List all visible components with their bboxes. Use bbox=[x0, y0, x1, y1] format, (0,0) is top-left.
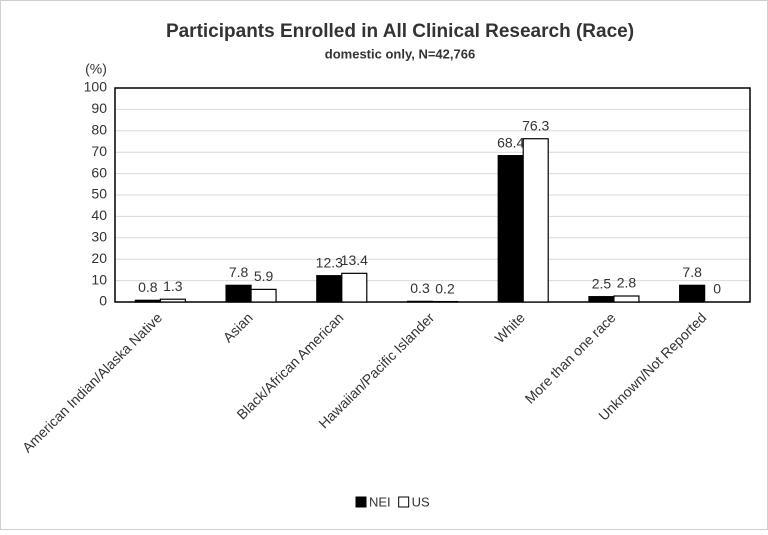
legend-swatch bbox=[399, 497, 409, 507]
bar bbox=[251, 289, 276, 302]
y-tick-label: 40 bbox=[91, 207, 107, 223]
y-tick-label: 0 bbox=[99, 293, 107, 309]
legend-label: NEI bbox=[369, 494, 391, 509]
legend-label: US bbox=[412, 494, 430, 509]
data-label: 5.9 bbox=[254, 268, 274, 284]
y-tick-label: 30 bbox=[91, 229, 107, 245]
bar bbox=[589, 297, 614, 302]
bar bbox=[680, 285, 705, 302]
data-label: 13.4 bbox=[341, 252, 368, 268]
data-label: 0.3 bbox=[410, 280, 430, 296]
bar bbox=[498, 156, 523, 302]
data-label: 0 bbox=[713, 281, 721, 297]
chart-title: Participants Enrolled in All Clinical Re… bbox=[166, 21, 634, 42]
y-tick-label: 10 bbox=[91, 271, 107, 287]
bar bbox=[226, 285, 251, 302]
bar bbox=[317, 276, 342, 302]
y-tick-label: 20 bbox=[91, 250, 107, 266]
chart-subtitle: domestic only, N=42,766 bbox=[325, 46, 475, 61]
data-label: 12.3 bbox=[316, 254, 343, 270]
legend-swatch bbox=[356, 497, 366, 507]
data-label: 1.3 bbox=[163, 278, 183, 294]
bar bbox=[614, 296, 639, 302]
bar bbox=[160, 299, 185, 302]
y-tick-label: 90 bbox=[91, 100, 107, 116]
y-tick-label: 70 bbox=[91, 143, 107, 159]
bar bbox=[135, 300, 160, 302]
y-tick-label: 50 bbox=[91, 186, 107, 202]
y-tick-label: 100 bbox=[84, 79, 108, 95]
bar bbox=[408, 301, 433, 302]
data-label: 68.4 bbox=[497, 134, 524, 150]
data-label: 7.8 bbox=[229, 264, 249, 280]
bar bbox=[342, 273, 367, 302]
y-tick-label: 80 bbox=[91, 122, 107, 138]
data-label: 0.2 bbox=[435, 280, 455, 296]
y-tick-label: 60 bbox=[91, 164, 107, 180]
bar bbox=[523, 139, 548, 302]
data-label: 0.8 bbox=[138, 279, 158, 295]
y-axis-label: (%) bbox=[85, 61, 107, 77]
data-label: 7.8 bbox=[682, 264, 702, 280]
data-label: 2.5 bbox=[592, 275, 612, 291]
data-label: 2.8 bbox=[617, 275, 637, 291]
data-label: 76.3 bbox=[522, 117, 549, 133]
